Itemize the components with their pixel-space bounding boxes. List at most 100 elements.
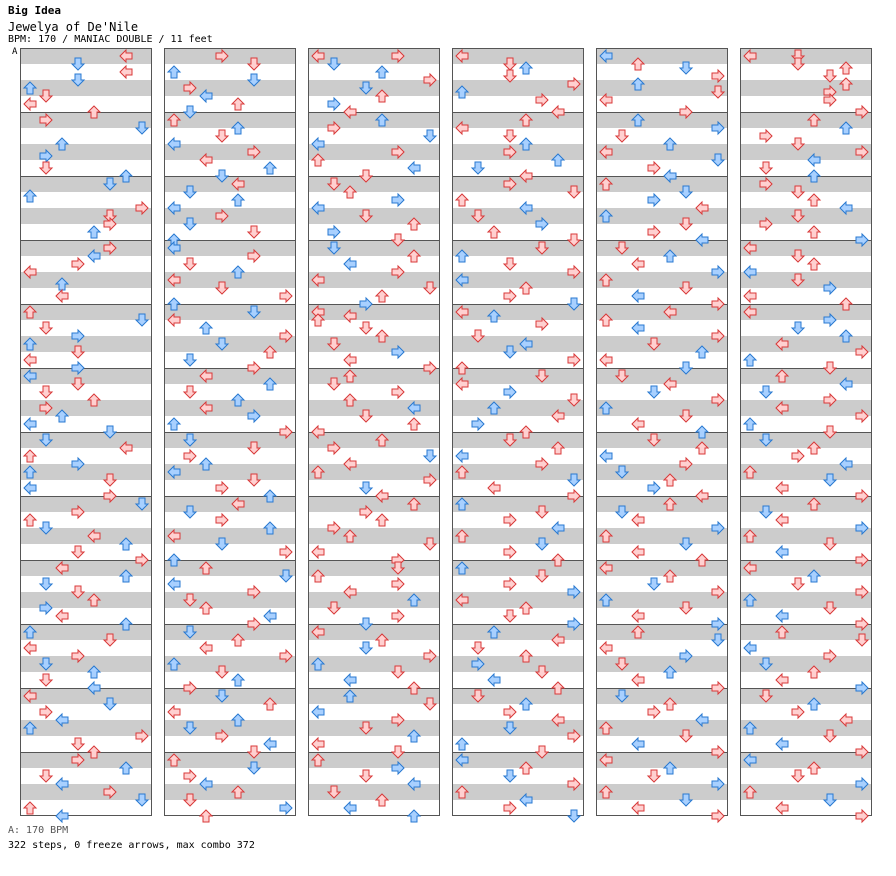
column-border: [740, 48, 872, 816]
step-arrow-down: [326, 241, 342, 255]
step-arrow-up: [118, 761, 134, 775]
step-arrow-left: [551, 104, 565, 120]
beat-stripe: [452, 592, 584, 608]
step-arrow-down: [214, 129, 230, 143]
step-arrow-right: [247, 360, 261, 376]
step-arrow-down: [566, 393, 582, 407]
step-arrow-right: [103, 240, 117, 256]
step-arrow-up: [774, 369, 790, 383]
step-arrow-down: [502, 257, 518, 271]
step-arrow-right: [855, 344, 869, 360]
beat-stripe: [308, 272, 440, 288]
step-arrow-up: [198, 457, 214, 471]
step-arrow-left: [631, 736, 645, 752]
step-arrow-right: [567, 488, 581, 504]
step-arrow-down: [502, 769, 518, 783]
step-arrow-down: [246, 473, 262, 487]
step-arrow-right: [647, 480, 661, 496]
step-arrow-down: [646, 769, 662, 783]
beat-stripe: [452, 464, 584, 480]
step-arrow-left: [743, 560, 757, 576]
step-arrow-up: [230, 673, 246, 687]
step-arrow-right: [711, 264, 725, 280]
step-arrow-down: [422, 281, 438, 295]
beat-stripe: [452, 176, 584, 192]
beat-stripe: [596, 336, 728, 352]
beat-stripe: [596, 80, 728, 96]
beat-stripe: [20, 752, 152, 768]
step-arrow-right: [855, 408, 869, 424]
step-arrow-up: [598, 273, 614, 287]
step-arrow-up: [550, 681, 566, 695]
step-arrow-right: [679, 648, 693, 664]
step-arrow-down: [70, 345, 86, 359]
beat-stripe: [740, 624, 872, 640]
step-arrow-up: [838, 61, 854, 75]
step-arrow-up: [54, 409, 70, 423]
step-arrow-right: [183, 80, 197, 96]
step-arrow-up: [406, 497, 422, 511]
step-arrow-left: [167, 528, 181, 544]
beat-stripe: [740, 112, 872, 128]
step-arrow-right: [647, 224, 661, 240]
step-arrow-up: [518, 113, 534, 127]
beat-stripe: [740, 656, 872, 672]
step-arrow-right: [423, 648, 437, 664]
step-arrow-down: [214, 537, 230, 551]
step-arrow-down: [246, 305, 262, 319]
step-arrow-right: [759, 128, 773, 144]
step-arrow-right: [503, 512, 517, 528]
step-arrow-down: [502, 433, 518, 447]
step-arrow-right: [823, 312, 837, 328]
step-arrow-down: [214, 169, 230, 183]
beat-stripe: [308, 752, 440, 768]
step-arrow-left: [167, 576, 181, 592]
step-arrow-down: [822, 361, 838, 375]
step-arrow-right: [567, 776, 581, 792]
step-arrow-right: [855, 552, 869, 568]
step-arrow-up: [342, 185, 358, 199]
step-arrow-down: [182, 217, 198, 231]
step-arrow-up: [454, 497, 470, 511]
step-arrow-up: [54, 137, 70, 151]
step-arrow-left: [487, 480, 501, 496]
step-arrow-up: [86, 105, 102, 119]
step-arrow-right: [503, 576, 517, 592]
step-arrow-left: [551, 520, 565, 536]
step-arrow-right: [135, 552, 149, 568]
step-arrow-right: [71, 328, 85, 344]
beat-stripe: [20, 560, 152, 576]
beat-stripe: [308, 144, 440, 160]
step-arrow-left: [775, 544, 789, 560]
step-arrow-right: [711, 68, 725, 84]
step-arrow-down: [70, 585, 86, 599]
step-arrow-up: [374, 289, 390, 303]
beat-stripe: [164, 528, 296, 544]
beat-stripe: [452, 720, 584, 736]
step-arrow-left: [455, 304, 469, 320]
step-arrow-down: [326, 177, 342, 191]
beat-stripe: [452, 112, 584, 128]
step-arrow-up: [454, 85, 470, 99]
step-arrow-up: [550, 153, 566, 167]
column-border: [308, 48, 440, 816]
beat-stripe: [308, 560, 440, 576]
step-arrow-down: [214, 665, 230, 679]
step-arrow-left: [311, 544, 325, 560]
step-arrow-up: [86, 593, 102, 607]
step-arrow-down: [566, 473, 582, 487]
beat-stripe: [164, 720, 296, 736]
beat-stripe: [20, 272, 152, 288]
step-arrow-left: [23, 264, 37, 280]
step-arrow-down: [214, 281, 230, 295]
beat-stripe: [164, 688, 296, 704]
step-arrow-down: [134, 793, 150, 807]
step-arrow-left: [311, 48, 325, 64]
beat-stripe: [740, 48, 872, 64]
step-arrow-left: [311, 136, 325, 152]
step-arrow-up: [662, 137, 678, 151]
step-arrow-left: [119, 440, 133, 456]
step-arrow-right: [39, 600, 53, 616]
beat-stripe: [452, 240, 584, 256]
step-arrow-down: [358, 81, 374, 95]
